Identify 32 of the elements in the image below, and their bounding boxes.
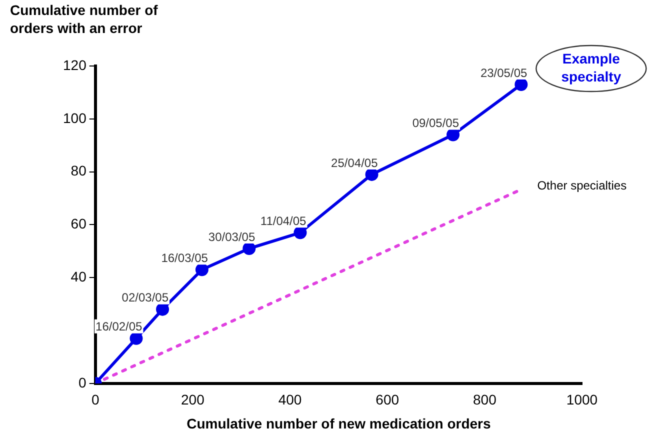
y-tick-label: 80: [70, 162, 87, 179]
y-axis-title: Cumulative number of orders with an error: [10, 2, 158, 36]
data-label: 09/05/05: [412, 116, 460, 130]
point: [156, 302, 170, 316]
x-tick-label: 0: [91, 392, 100, 408]
data-label: 16/02/05: [96, 320, 143, 334]
data-label: 11/04/05: [260, 214, 307, 228]
data-label: 30/03/05: [208, 230, 256, 244]
x-tick-label: 600: [376, 392, 400, 408]
x-tick-label: 400: [278, 392, 302, 408]
x-axis-title: Cumulative number of new medication orders: [186, 415, 491, 432]
y-tick-label: 60: [70, 216, 87, 232]
y-tick-label: 0: [78, 374, 87, 390]
y-tick-label: 100: [63, 110, 87, 126]
series-label: Other specialties: [537, 178, 627, 193]
data-label: 23/05/05: [480, 66, 528, 80]
point: [195, 263, 208, 276]
data-label: 25/04/05: [331, 156, 378, 170]
point: [514, 78, 528, 92]
x-tick-label: 1000: [566, 392, 598, 408]
point: [446, 128, 460, 142]
x-tick-label: 800: [472, 392, 497, 408]
point: [365, 168, 378, 181]
y-tick-label: 40: [70, 268, 87, 284]
point: [130, 332, 143, 345]
x-tick-label: 200: [181, 392, 205, 408]
data-label: 02/03/05: [122, 290, 169, 305]
point: [242, 242, 256, 256]
data-label: 16/03/05: [161, 250, 208, 265]
point: [294, 226, 307, 240]
text: Example specialty: [561, 50, 622, 84]
y-tick-label: 120: [63, 56, 87, 73]
